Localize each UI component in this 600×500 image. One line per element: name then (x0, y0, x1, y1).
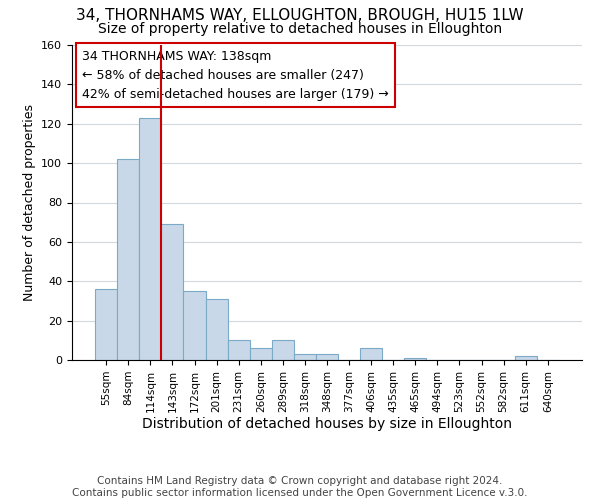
Bar (294, 354, 316, 360)
Bar (95, 289, 117, 360)
Text: Contains HM Land Registry data © Crown copyright and database right 2024.
Contai: Contains HM Land Registry data © Crown c… (72, 476, 528, 498)
Bar (515, 356, 537, 360)
Bar (316, 354, 338, 360)
Text: Size of property relative to detached houses in Elloughton: Size of property relative to detached ho… (98, 22, 502, 36)
Bar (206, 299, 227, 360)
Text: 34 THORNHAMS WAY: 138sqm
← 58% of detached houses are smaller (247)
42% of semi-: 34 THORNHAMS WAY: 138sqm ← 58% of detach… (82, 50, 389, 100)
Bar (360, 348, 382, 360)
Text: 34, THORNHAMS WAY, ELLOUGHTON, BROUGH, HU15 1LW: 34, THORNHAMS WAY, ELLOUGHTON, BROUGH, H… (76, 8, 524, 22)
Bar (139, 118, 161, 360)
Bar (227, 340, 250, 360)
Bar (117, 159, 139, 360)
Bar (272, 340, 294, 360)
Bar (184, 291, 206, 360)
Bar (404, 358, 427, 360)
Bar (161, 224, 184, 360)
Y-axis label: Number of detached properties: Number of detached properties (23, 104, 35, 301)
Bar (250, 348, 272, 360)
X-axis label: Distribution of detached houses by size in Elloughton: Distribution of detached houses by size … (142, 418, 512, 432)
